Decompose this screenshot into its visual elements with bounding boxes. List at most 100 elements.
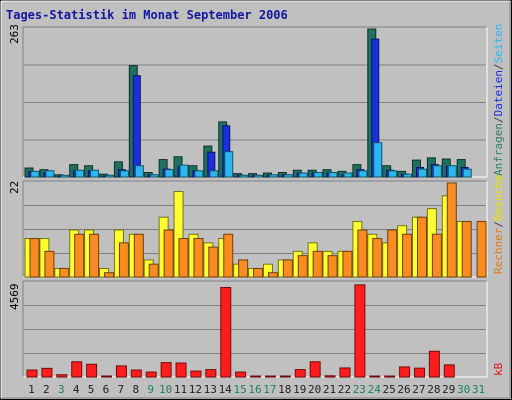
bar-rechner-day-29 bbox=[446, 182, 457, 278]
bar-seiten-day-5 bbox=[90, 169, 100, 178]
day-label-3: 3 bbox=[58, 383, 65, 396]
bar-kb-day-6 bbox=[101, 375, 113, 378]
bar-rechner-day-11 bbox=[178, 238, 189, 278]
bar-rechner-day-14 bbox=[223, 233, 234, 278]
day-label-7: 7 bbox=[118, 383, 125, 396]
requests-legend: Anfragen/Dateien/Seiten bbox=[492, 24, 505, 176]
legend-part: Rechner bbox=[492, 227, 505, 274]
day-label-29: 29 bbox=[442, 383, 455, 396]
bar-rechner-day-21 bbox=[327, 255, 338, 278]
bar-kb-day-4 bbox=[71, 361, 83, 378]
bar-rechner-day-23 bbox=[357, 229, 368, 278]
bar-kb-day-20 bbox=[309, 361, 321, 378]
bar-kb-day-19 bbox=[294, 369, 306, 378]
bar-seiten-day-25 bbox=[388, 170, 398, 178]
bar-seiten-day-29 bbox=[447, 165, 457, 178]
bar-seiten-day-11 bbox=[179, 164, 189, 178]
bar-seiten-day-17 bbox=[268, 174, 278, 178]
bar-seiten-day-3 bbox=[60, 174, 70, 178]
bar-kb-day-8 bbox=[130, 369, 142, 378]
bar-rechner-day-20 bbox=[312, 250, 323, 278]
bar-rechner-day-31 bbox=[476, 220, 487, 278]
bar-rechner-day-6 bbox=[104, 272, 115, 278]
bar-kb-day-25 bbox=[384, 375, 396, 378]
bar-seiten-day-30 bbox=[462, 168, 472, 178]
bar-seiten-day-27 bbox=[417, 168, 427, 178]
bar-seiten-day-9 bbox=[149, 174, 159, 178]
bar-kb-day-18 bbox=[279, 375, 291, 378]
day-label-31: 31 bbox=[472, 383, 485, 396]
bar-rechner-day-5 bbox=[89, 233, 100, 278]
day-label-21: 21 bbox=[323, 383, 336, 396]
bar-seiten-day-6 bbox=[105, 174, 115, 178]
bar-kb-day-14 bbox=[220, 287, 232, 378]
bar-rechner-day-28 bbox=[431, 233, 442, 278]
day-label-24: 24 bbox=[368, 383, 382, 396]
day-label-26: 26 bbox=[397, 383, 410, 396]
day-label-28: 28 bbox=[427, 383, 440, 396]
bar-seiten-day-10 bbox=[164, 169, 174, 178]
day-label-9: 9 bbox=[147, 383, 154, 396]
bar-kb-day-1 bbox=[26, 369, 38, 378]
day-label-13: 13 bbox=[204, 383, 217, 396]
bar-rechner-day-17 bbox=[267, 272, 278, 278]
bar-seiten-day-12 bbox=[194, 170, 204, 178]
day-label-23: 23 bbox=[353, 383, 366, 396]
day-label-19: 19 bbox=[293, 383, 306, 396]
legend-part: Besuche bbox=[492, 175, 505, 221]
bar-seiten-day-14 bbox=[224, 151, 234, 178]
day-label-10: 10 bbox=[159, 383, 172, 396]
traffic-legend: kB bbox=[492, 362, 505, 376]
day-label-8: 8 bbox=[132, 383, 139, 396]
bar-seiten-day-8 bbox=[134, 165, 144, 178]
legend-part: / bbox=[492, 63, 505, 70]
bar-rechner-day-22 bbox=[342, 250, 353, 278]
bar-rechner-day-10 bbox=[163, 229, 174, 278]
bar-kb-day-29 bbox=[443, 364, 455, 378]
bar-seiten-day-22 bbox=[343, 172, 353, 178]
day-label-22: 22 bbox=[338, 383, 351, 396]
bar-seiten-day-13 bbox=[209, 170, 219, 178]
bar-seiten-day-26 bbox=[403, 173, 413, 178]
bar-rechner-day-1 bbox=[29, 238, 40, 278]
bar-seiten-day-20 bbox=[313, 171, 323, 178]
legend-part: Anfragen bbox=[492, 123, 505, 176]
bar-rechner-day-12 bbox=[193, 238, 204, 278]
bar-kb-day-11 bbox=[175, 362, 187, 378]
day-label-25: 25 bbox=[383, 383, 396, 396]
bar-kb-day-22 bbox=[339, 367, 351, 378]
day-label-2: 2 bbox=[43, 383, 50, 396]
requests-ymax-label: 263 bbox=[8, 24, 21, 44]
day-label-5: 5 bbox=[88, 383, 95, 396]
bar-kb-day-21 bbox=[324, 375, 336, 378]
bar-dateien-day-8 bbox=[132, 75, 141, 178]
bar-seiten-day-4 bbox=[75, 169, 85, 178]
bar-kb-day-26 bbox=[399, 366, 411, 378]
day-label-11: 11 bbox=[174, 383, 187, 396]
bar-rechner-day-24 bbox=[372, 238, 383, 278]
day-label-14: 14 bbox=[219, 383, 233, 396]
bar-kb-day-16 bbox=[250, 375, 262, 378]
bar-seiten-day-23 bbox=[358, 170, 368, 178]
bar-seiten-day-24 bbox=[373, 142, 383, 178]
day-label-15: 15 bbox=[233, 383, 246, 396]
bar-rechner-day-15 bbox=[238, 259, 249, 278]
bar-kb-day-3 bbox=[56, 374, 68, 378]
bar-rechner-day-9 bbox=[148, 263, 159, 278]
visits-ymax-label: 22 bbox=[8, 181, 21, 194]
bar-kb-day-27 bbox=[413, 367, 425, 378]
visits-legend: Rechner/Besuche bbox=[492, 175, 505, 274]
bar-kb-day-15 bbox=[235, 371, 247, 378]
traffic-ymax-label: 4569 bbox=[8, 284, 21, 311]
bar-rechner-day-7 bbox=[118, 242, 129, 278]
bar-kb-day-24 bbox=[369, 375, 381, 378]
bar-kb-day-9 bbox=[145, 371, 157, 378]
bar-kb-day-12 bbox=[190, 370, 202, 378]
bar-rechner-day-13 bbox=[208, 246, 219, 278]
bar-kb-day-2 bbox=[41, 367, 53, 378]
day-label-4: 4 bbox=[73, 383, 80, 396]
bar-rechner-day-2 bbox=[44, 250, 55, 278]
bar-kb-day-28 bbox=[428, 350, 440, 378]
